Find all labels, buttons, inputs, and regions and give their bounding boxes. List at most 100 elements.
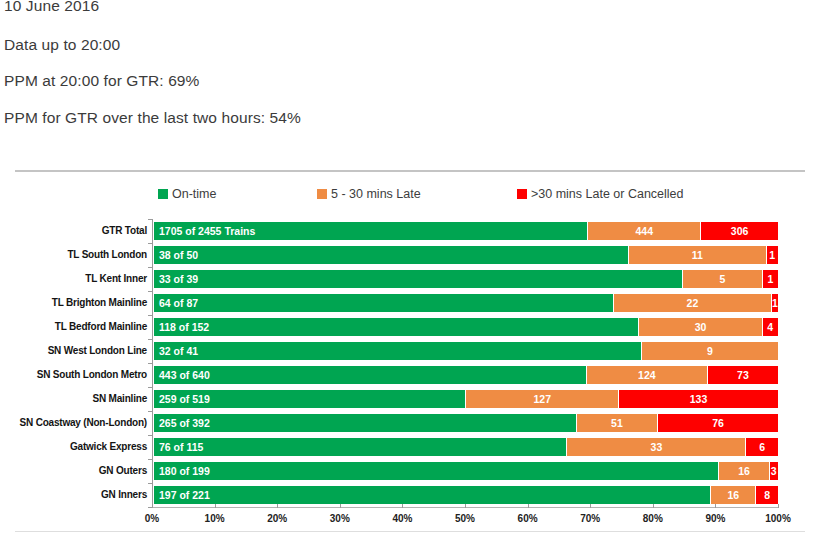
ppm-now-text: PPM at 20:00 for GTR: 69% bbox=[4, 72, 199, 90]
y-axis-line bbox=[152, 219, 153, 507]
bar-segment-red: 306 bbox=[700, 222, 778, 240]
bar-category-label: GN Inners bbox=[0, 486, 147, 504]
legend-item-on-time: On-time bbox=[158, 187, 216, 201]
x-axis-tick-label: 30% bbox=[315, 513, 365, 524]
x-axis-tick-label: 40% bbox=[377, 513, 427, 524]
x-axis-tick bbox=[715, 504, 716, 508]
bar-category-label: SN South London Metro bbox=[0, 366, 147, 384]
x-axis-tick-label: 90% bbox=[690, 513, 740, 524]
x-axis-tick bbox=[215, 504, 216, 508]
y-axis-tick bbox=[148, 339, 152, 340]
bar-segment-orange: 444 bbox=[587, 222, 700, 240]
x-axis-tick-label: 10% bbox=[190, 513, 240, 524]
x-axis-tick bbox=[277, 504, 278, 508]
bar-segment-green: 180 of 199 bbox=[154, 462, 718, 480]
bar-category-label: TL Brighton Mainline bbox=[0, 294, 147, 312]
x-axis-tick bbox=[778, 504, 779, 508]
x-axis-tick bbox=[590, 504, 591, 508]
bar-segment-green: 64 of 87 bbox=[154, 294, 613, 312]
bar-segment-red: 1 bbox=[762, 270, 778, 288]
bar-segment-green: 443 of 640 bbox=[154, 366, 586, 384]
x-axis-tick-label: 80% bbox=[628, 513, 678, 524]
bar-category-label: TL South London bbox=[0, 246, 147, 264]
report-date: 10 June 2016 bbox=[4, 0, 99, 15]
x-axis-tick bbox=[402, 504, 403, 508]
stacked-bar: 265 of 3925176 bbox=[154, 414, 778, 432]
bar-segment-orange: 124 bbox=[586, 366, 707, 384]
x-axis-tick-label: 60% bbox=[503, 513, 553, 524]
stacked-bar: 76 of 115336 bbox=[154, 438, 778, 456]
x-axis-tick-label: 20% bbox=[252, 513, 302, 524]
stacked-bar: 64 of 87221 bbox=[154, 294, 778, 312]
bar-segment-green: 259 of 519 bbox=[154, 390, 465, 408]
stacked-bar: 259 of 519127133 bbox=[154, 390, 778, 408]
bar-category-label: TL Kent Inner bbox=[0, 270, 147, 288]
y-axis-tick bbox=[148, 459, 152, 460]
bar-segment-green: 265 of 392 bbox=[154, 414, 576, 432]
bar-segment-red: 3 bbox=[769, 462, 778, 480]
legend-label: 5 - 30 mins Late bbox=[331, 187, 421, 201]
late-swatch-icon bbox=[317, 189, 327, 199]
stacked-bar: 1705 of 2455 Trains444306 bbox=[154, 222, 778, 240]
bar-segment-red: 76 bbox=[657, 414, 778, 432]
y-axis-tick bbox=[148, 267, 152, 268]
ppm-report-page: 10 June 2016 Data up to 20:00 PPM at 20:… bbox=[0, 0, 830, 540]
y-axis-tick bbox=[148, 243, 152, 244]
bar-segment-orange: 16 bbox=[710, 486, 755, 504]
bar-segment-orange: 5 bbox=[682, 270, 762, 288]
bar-segment-orange: 22 bbox=[613, 294, 771, 312]
stacked-bar: 118 of 152304 bbox=[154, 318, 778, 336]
bar-segment-green: 76 of 115 bbox=[154, 438, 566, 456]
bar-segment-orange: 16 bbox=[718, 462, 768, 480]
x-axis-tick bbox=[653, 504, 654, 508]
legend-item-cancelled: >30 mins Late or Cancelled bbox=[517, 187, 684, 201]
x-axis-tick-label: 0% bbox=[127, 513, 177, 524]
x-axis-tick-label: 100% bbox=[753, 513, 803, 524]
bar-category-label: SN West London Line bbox=[0, 342, 147, 360]
stacked-bar: 197 of 221168 bbox=[154, 486, 778, 504]
bar-segment-green: 118 of 152 bbox=[154, 318, 638, 336]
bar-segment-green: 1705 of 2455 Trains bbox=[154, 222, 587, 240]
y-axis-tick bbox=[148, 315, 152, 316]
y-axis-tick bbox=[148, 483, 152, 484]
bar-segment-red: 4 bbox=[762, 318, 778, 336]
x-axis-tick bbox=[465, 504, 466, 508]
y-axis-tick bbox=[148, 363, 152, 364]
data-up-to-text: Data up to 20:00 bbox=[4, 36, 120, 54]
bar-segment-red: 1 bbox=[766, 246, 778, 264]
bar-segment-red: 6 bbox=[745, 438, 778, 456]
bar-category-label: TL Bedford Mainline bbox=[0, 318, 147, 336]
x-axis-tick-label: 70% bbox=[565, 513, 615, 524]
x-axis-tick-label: 50% bbox=[440, 513, 490, 524]
bar-segment-green: 38 of 50 bbox=[154, 246, 628, 264]
bar-segment-green: 32 of 41 bbox=[154, 342, 641, 360]
y-axis-tick bbox=[148, 387, 152, 388]
on-time-swatch-icon bbox=[158, 189, 168, 199]
y-axis-tick bbox=[148, 291, 152, 292]
y-axis-tick bbox=[148, 219, 152, 220]
bar-category-label: SN Mainline bbox=[0, 390, 147, 408]
bar-segment-orange: 127 bbox=[465, 390, 618, 408]
legend-label: On-time bbox=[172, 187, 216, 201]
ppm-two-hours-text: PPM for GTR over the last two hours: 54% bbox=[4, 109, 301, 127]
bar-segment-orange: 9 bbox=[641, 342, 778, 360]
stacked-bar: 443 of 64012473 bbox=[154, 366, 778, 384]
bar-segment-red: 1 bbox=[771, 294, 778, 312]
x-axis-tick bbox=[152, 504, 153, 508]
x-axis-tick bbox=[528, 504, 529, 508]
bar-category-label: SN Coastway (Non-London) bbox=[0, 414, 147, 432]
bar-segment-red: 133 bbox=[618, 390, 778, 408]
bar-segment-green: 33 of 39 bbox=[154, 270, 682, 288]
stacked-bar: 38 of 50111 bbox=[154, 246, 778, 264]
legend-label: >30 mins Late or Cancelled bbox=[531, 187, 684, 201]
legend-item-5-30-late: 5 - 30 mins Late bbox=[317, 187, 421, 201]
stacked-bar: 32 of 419 bbox=[154, 342, 778, 360]
bar-segment-orange: 51 bbox=[576, 414, 657, 432]
stacked-bar: 33 of 3951 bbox=[154, 270, 778, 288]
bar-segment-orange: 33 bbox=[566, 438, 745, 456]
bar-segment-green: 197 of 221 bbox=[154, 486, 710, 504]
bar-segment-orange: 11 bbox=[628, 246, 765, 264]
bar-category-label: Gatwick Express bbox=[0, 438, 147, 456]
y-axis-tick bbox=[148, 435, 152, 436]
bar-category-label: GN Outers bbox=[0, 462, 147, 480]
